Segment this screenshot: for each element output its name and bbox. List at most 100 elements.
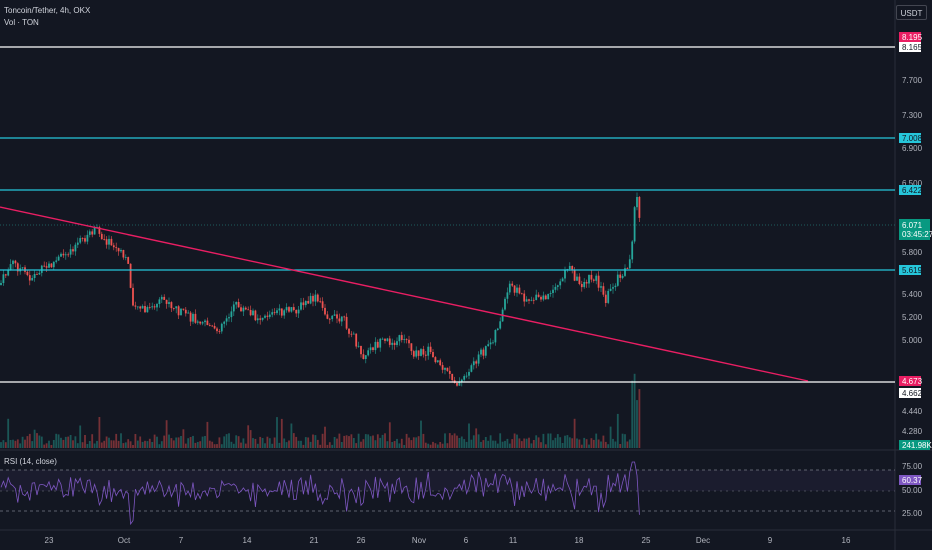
volume-bar [494,440,497,448]
candle-body [14,260,17,264]
candle-body [256,318,259,321]
volume-bar [470,439,473,448]
candle-body [88,231,91,235]
rsi-pane[interactable] [0,461,895,526]
candle-body [199,321,202,324]
currency-button[interactable]: USDT [896,5,927,20]
candle-body [184,309,187,314]
price-label-white-bottom: 4.662 [902,389,923,398]
volume-bar [72,440,74,448]
candle-body [609,288,612,291]
volume-bar [232,443,235,448]
candle-body [98,227,101,234]
volume-legend[interactable]: Vol · TON [4,18,39,27]
candle-body [595,275,598,281]
volume-bar [340,442,343,448]
time-label: 6 [464,536,469,545]
candle-body [175,306,178,309]
volume-bar [79,425,82,448]
candle-body [122,250,125,258]
volume-bar [240,442,242,448]
candle-body [597,275,600,288]
volume-bar [444,433,446,448]
descending-trendline[interactable] [0,206,809,382]
volume-bar [612,438,614,448]
candle-body [516,287,518,293]
volume-bar [136,440,139,448]
volume-bar [86,444,89,448]
volume-bar [564,435,566,448]
candle-body [192,313,194,322]
volume-bar [451,435,454,448]
candle-body [434,357,437,363]
candle-body [580,284,583,288]
candle-body [348,328,350,334]
volume-bar [120,433,122,448]
candle-body [535,294,538,301]
candle-body [21,267,24,269]
volume-bar [331,444,334,448]
candle-body [300,302,302,310]
rsi-legend[interactable]: RSI (14, close) [4,457,57,466]
candle-body [400,335,403,340]
volume-bar [386,441,389,448]
volume-bar [103,440,106,448]
candle-body [369,347,372,351]
candle-body [120,250,122,252]
candle-body [482,349,485,356]
candle-body [496,328,499,330]
volume-bar [403,445,406,448]
candle-body [328,318,331,320]
candle-body [427,346,430,356]
candle-body [136,306,139,308]
volume-bar [33,429,36,448]
volume-bar [388,422,391,448]
volume-bar [580,444,583,448]
candle-body [213,326,216,329]
volume-bar [98,417,101,448]
volume-bar [420,420,422,448]
price-label-pink-top: 8.195 [902,33,923,42]
symbol-legend[interactable]: Toncoin/Tether, 4h, OKX [4,6,91,15]
volume-bar [146,441,149,448]
candle-body [494,330,497,343]
candle-body [259,318,262,320]
volume-bar [88,441,91,448]
candle-body [312,295,314,302]
volume-bar [448,433,451,448]
candle-body [592,279,595,281]
candle-body [362,354,365,359]
candle-body [518,287,521,294]
volume-bar [256,443,259,448]
volume-bar [40,436,43,448]
candle-body [146,307,149,313]
candle-body [523,293,526,302]
candle-body [69,249,72,255]
volume-bar [453,433,456,448]
candle-body [547,293,550,300]
volume-bar [168,434,170,448]
time-label: 9 [768,536,773,545]
volume-bar [556,434,559,448]
volume-bar [91,434,94,448]
volume-bar [242,438,245,449]
volume-bar [216,444,218,448]
candle-body [336,314,338,319]
price-tick: 7.300 [902,111,923,120]
volume-bar [144,440,146,448]
candle-body [16,263,19,272]
volume-bar [456,435,458,448]
candle-body [240,307,242,312]
price-candles [0,192,641,387]
candle-body [446,367,449,371]
volume-bar [271,443,274,448]
volume-bar [266,436,269,448]
volume-bar [396,438,398,448]
candle-body [506,292,509,299]
candle-body [254,310,257,321]
rsi-line [0,461,640,526]
candle-body [156,304,158,308]
candle-body [554,286,557,290]
candle-body [60,253,62,257]
